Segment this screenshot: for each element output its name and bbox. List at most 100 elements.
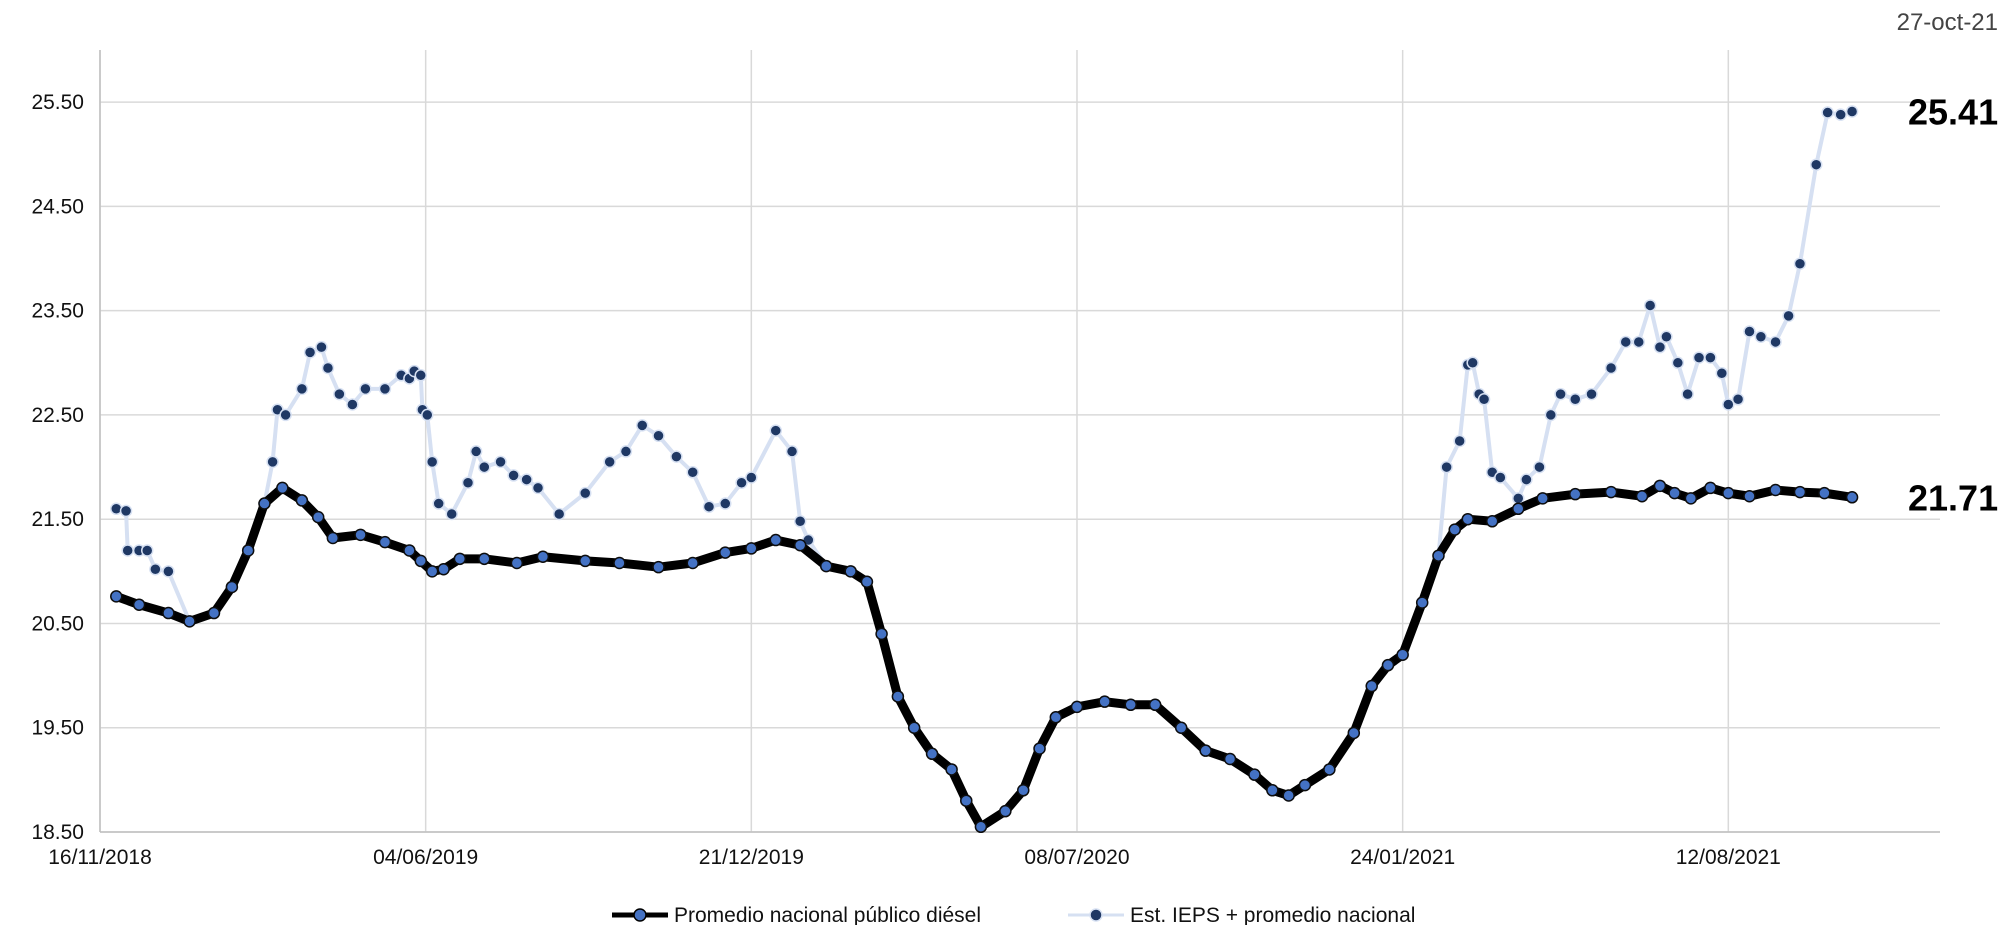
y-tick-label: 18.50 <box>31 821 84 844</box>
data-point <box>414 554 428 568</box>
data-point <box>333 387 346 401</box>
data-point <box>1569 393 1582 406</box>
data-point <box>1148 698 1162 712</box>
y-tick-label: 19.50 <box>31 717 84 740</box>
data-point <box>1174 721 1188 734</box>
series-line <box>114 481 1853 832</box>
data-point <box>494 455 507 469</box>
data-point <box>295 494 309 507</box>
data-point <box>785 445 799 458</box>
x-tick-label: 04/06/2019 <box>373 846 478 869</box>
data-point <box>149 562 162 576</box>
data-point <box>132 598 146 611</box>
data-point <box>183 615 196 628</box>
data-point <box>266 455 279 469</box>
data-point <box>844 565 857 578</box>
y-tick-label: 23.50 <box>31 300 84 323</box>
data-point <box>321 361 335 375</box>
data-point <box>907 721 921 734</box>
legend: Promedio nacional público diésel Est. IEP… <box>612 904 1415 925</box>
data-point <box>1494 471 1507 484</box>
series-2 <box>110 105 1859 834</box>
data-point <box>1569 487 1582 501</box>
data-point <box>860 575 874 589</box>
data-point <box>469 445 483 458</box>
data-point <box>1715 366 1729 380</box>
data-point <box>520 473 533 486</box>
data-point <box>162 565 175 578</box>
data-point <box>510 556 524 570</box>
y-tick-label: 24.50 <box>31 195 84 218</box>
axes: 18.50 19.50 20.50 21.50 22.50 23.50 24.50 25.50… <box>31 50 1940 869</box>
data-point <box>346 398 359 411</box>
data-point <box>1743 490 1756 503</box>
data-point <box>719 546 732 559</box>
data-point <box>1793 485 1807 499</box>
data-point <box>425 565 439 578</box>
data-point <box>1453 434 1466 448</box>
data-point <box>1681 387 1694 401</box>
data-point <box>1266 784 1279 797</box>
data-point <box>745 471 758 484</box>
x-tick-label: 21/12/2019 <box>699 846 804 869</box>
data-point <box>578 486 592 500</box>
data-point <box>1466 356 1479 370</box>
data-point <box>354 528 367 542</box>
data-point <box>1544 408 1558 422</box>
data-point <box>702 500 716 513</box>
data-point <box>619 445 633 458</box>
data-point <box>686 466 699 479</box>
data-point <box>1347 726 1361 740</box>
data-point <box>974 820 988 834</box>
data-point <box>1731 393 1745 406</box>
data-point <box>1834 108 1847 121</box>
data-point <box>207 606 221 620</box>
data-point <box>1671 356 1685 370</box>
data-point <box>1323 763 1336 776</box>
data-point <box>1604 485 1618 499</box>
data-point <box>1619 335 1632 349</box>
data-point <box>793 515 807 528</box>
data-point <box>686 556 699 570</box>
data-point <box>1415 596 1429 609</box>
data-point <box>1485 515 1499 528</box>
data-point <box>1098 695 1111 708</box>
data-point <box>1512 492 1525 505</box>
data-point <box>1033 742 1046 755</box>
data-point <box>1704 481 1717 495</box>
data-point <box>1684 492 1698 505</box>
end-label-ieps: 25.41 <box>1908 92 1998 133</box>
data-point <box>925 747 939 761</box>
x-tick-label: 24/01/2021 <box>1350 846 1455 869</box>
data-point <box>315 340 328 354</box>
data-point <box>1432 549 1445 562</box>
data-point <box>1821 106 1834 119</box>
data-point <box>652 429 665 443</box>
data-point <box>793 539 807 552</box>
data-point <box>1635 490 1649 503</box>
data-point <box>121 544 134 557</box>
data-point <box>1477 393 1491 406</box>
data-point <box>536 550 550 563</box>
data-point <box>311 510 325 524</box>
data-point <box>552 507 566 521</box>
series-line <box>115 109 1853 829</box>
data-point <box>119 504 133 518</box>
data-point <box>1845 491 1859 504</box>
data-point <box>1809 158 1823 171</box>
data-point <box>1769 335 1782 349</box>
data-point <box>1461 512 1475 526</box>
data-point <box>1660 330 1673 343</box>
data-point <box>445 507 458 521</box>
data-point <box>1396 648 1409 661</box>
data-point <box>1754 330 1768 343</box>
data-point <box>1124 698 1137 712</box>
data-point <box>453 552 467 566</box>
data-point <box>326 531 340 545</box>
data-point <box>437 562 450 576</box>
data-point <box>478 552 491 566</box>
legend-label: Est. IEPS + promedio nacional <box>1130 904 1415 925</box>
data-point <box>1769 483 1782 497</box>
data-point <box>225 580 239 594</box>
